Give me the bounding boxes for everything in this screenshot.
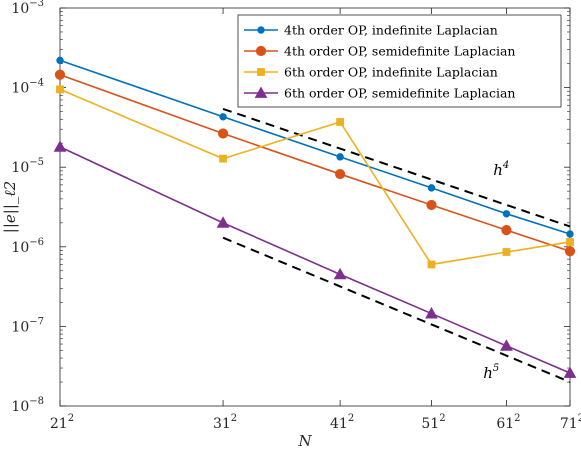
y-tick-label: 10−8 bbox=[11, 396, 44, 415]
series-1-line bbox=[59, 59, 571, 235]
y-tick-label-base: 10 bbox=[11, 160, 29, 176]
x-tick-label-exp: 2 bbox=[578, 413, 581, 424]
series-1-point bbox=[219, 113, 227, 121]
reference-label-2-exp: 5 bbox=[493, 363, 499, 374]
series-2-point bbox=[217, 128, 229, 139]
x-tick-label-base: 41 bbox=[330, 416, 348, 432]
x-tick-label-base: 51 bbox=[421, 416, 439, 432]
series-1-point bbox=[56, 56, 64, 65]
reference-line-2 bbox=[222, 236, 571, 383]
y-tick-label: 10−6 bbox=[11, 237, 44, 256]
legend-label-3: 6th order OP, indefinite Laplacian bbox=[284, 65, 498, 80]
x-tick-label: 612 bbox=[496, 413, 520, 432]
series-2-line bbox=[59, 74, 571, 252]
legend-label-1: 4th order OP, indefinite Laplacian bbox=[284, 23, 498, 38]
series-3-point bbox=[219, 154, 227, 163]
y-tick-label: 10−3 bbox=[11, 0, 44, 17]
series-2-point bbox=[501, 225, 512, 236]
series-4-point bbox=[500, 339, 513, 351]
legend-marker-1 bbox=[257, 26, 265, 34]
series-1-point bbox=[336, 153, 344, 161]
x-tick-label-exp: 2 bbox=[439, 413, 445, 424]
legend-marker-2 bbox=[255, 45, 267, 57]
series-2-point bbox=[335, 168, 346, 180]
series-3 bbox=[56, 85, 574, 269]
series-1-point bbox=[566, 230, 574, 238]
series-2 bbox=[54, 69, 576, 257]
series-4-point bbox=[53, 140, 67, 152]
series-layer bbox=[53, 56, 577, 378]
y-tick-label: 10−7 bbox=[11, 316, 44, 335]
axis-labels: N ||e||_ℓ2 bbox=[1, 181, 312, 450]
series-2-point bbox=[564, 246, 576, 257]
reference-label-2: h5 bbox=[483, 363, 499, 382]
y-tick-label-base: 10 bbox=[11, 81, 29, 97]
y-tick-label-exp: −6 bbox=[29, 237, 44, 248]
y-tick-label-base: 10 bbox=[11, 240, 29, 256]
series-4-point bbox=[425, 307, 438, 319]
legend-marker-4 bbox=[254, 86, 268, 98]
y-tick-label: 10−5 bbox=[11, 157, 44, 176]
x-tick-label: 412 bbox=[330, 413, 354, 432]
x-tick-label: 512 bbox=[421, 413, 445, 432]
series-3-point bbox=[56, 85, 64, 94]
y-tick-label-base: 10 bbox=[11, 399, 29, 415]
series-4-point bbox=[216, 216, 230, 228]
series-3-point bbox=[566, 238, 574, 246]
x-tick-label: 212 bbox=[50, 413, 74, 432]
x-tick-label-exp: 2 bbox=[348, 413, 354, 424]
x-tick-label-base: 61 bbox=[496, 416, 514, 432]
y-tick-label-base: 10 bbox=[11, 319, 29, 335]
series-1 bbox=[56, 56, 574, 238]
reference-line-1 bbox=[222, 107, 571, 228]
x-tick-label-exp: 2 bbox=[68, 413, 74, 424]
x-tick-label-base: 21 bbox=[50, 416, 68, 432]
y-tick-label-exp: −7 bbox=[29, 316, 44, 327]
y-tick-label: 10−4 bbox=[11, 78, 44, 97]
series-3-point bbox=[427, 260, 436, 269]
legend-box bbox=[237, 14, 562, 108]
series-4 bbox=[53, 140, 577, 378]
legend: 4th order OP, indefinite Laplacian 4th or… bbox=[237, 14, 562, 108]
series-3-line bbox=[59, 88, 571, 266]
series-4-point bbox=[333, 267, 347, 280]
x-tick-label: 312 bbox=[213, 413, 237, 432]
legend-marker-3 bbox=[257, 68, 265, 76]
y-tick-label-exp: −4 bbox=[29, 78, 44, 89]
x-tick-label-base: 71 bbox=[560, 416, 578, 432]
x-tick-label-exp: 2 bbox=[514, 413, 520, 424]
legend-label-4: 6th order OP, semidefinite Laplacian bbox=[284, 86, 515, 101]
x-axis-label: N bbox=[297, 432, 312, 450]
series-3-point bbox=[502, 248, 511, 256]
series-4-line bbox=[59, 146, 571, 374]
series-1-point bbox=[427, 184, 436, 192]
series-2-point bbox=[54, 69, 66, 80]
x-tick-label-exp: 2 bbox=[231, 413, 237, 424]
y-tick-label-exp: −8 bbox=[29, 396, 44, 407]
reference-label-1-exp: 4 bbox=[502, 160, 509, 171]
y-tick-label-base: 10 bbox=[11, 1, 29, 17]
series-1-point bbox=[502, 210, 511, 218]
legend-label-2: 4th order OP, semidefinite Laplacian bbox=[284, 44, 515, 59]
y-tick-label-exp: −5 bbox=[29, 157, 44, 168]
y-tick-label-exp: −3 bbox=[29, 0, 44, 9]
reference-label-1-base: h bbox=[493, 161, 503, 179]
series-4-point bbox=[563, 366, 577, 378]
series-2-point bbox=[426, 199, 437, 211]
y-axis-label: ||e||_ℓ2 bbox=[1, 181, 19, 233]
x-tick-label: 712 bbox=[560, 413, 581, 432]
plot-frame bbox=[59, 7, 571, 407]
reference-label-1: h4 bbox=[493, 160, 509, 179]
reference-label-2-base: h bbox=[483, 364, 493, 382]
series-3-point bbox=[336, 118, 345, 126]
x-tick-label-base: 31 bbox=[213, 416, 231, 432]
